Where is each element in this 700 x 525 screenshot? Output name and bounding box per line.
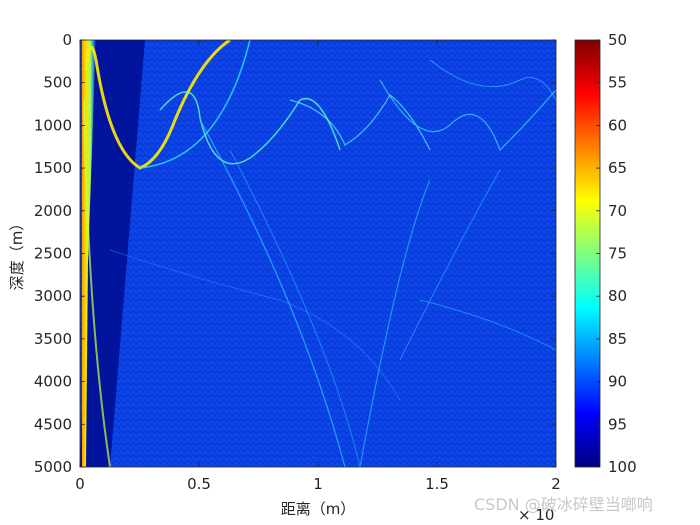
main-ray: [84, 40, 231, 170]
ray-deep-4: [399, 169, 501, 361]
colorbar-tick-label: 100: [608, 458, 637, 476]
colorbar-tick-label: 70: [608, 202, 627, 220]
y-tick-label: 3500: [34, 330, 72, 348]
watermark: CSDN @破冰碎壁当啷响: [474, 495, 653, 514]
x-tick-label: 2: [551, 475, 561, 493]
x-axis-label: 距离（m）: [281, 500, 356, 518]
ray-arc-6: [429, 59, 556, 101]
ray-deep-5: [419, 299, 556, 351]
ray-arc-1: [83, 99, 111, 467]
colorbar-tick-label: 50: [608, 31, 627, 49]
ray-arc-5: [379, 79, 556, 152]
y-tick-label: 1500: [34, 159, 72, 177]
y-tick-label: 2000: [34, 202, 72, 220]
y-tick-label: 2500: [34, 245, 72, 263]
y-tick-label: 0: [62, 31, 72, 49]
y-tick-label: 4000: [34, 373, 72, 391]
ray-arc-2: [139, 40, 251, 169]
y-tick-label: 3000: [34, 287, 72, 305]
x-tick-label: 0: [75, 475, 85, 493]
ray-deep-3: [359, 179, 431, 467]
y-tick-label: 5000: [34, 458, 72, 476]
x-axis-ticks: 0 0.5 1 1.5 2: [75, 40, 561, 493]
colorbar-tick-label: 55: [608, 74, 627, 92]
colorbar-tick-label: 95: [608, 415, 627, 433]
x-tick-label: 1.5: [425, 475, 449, 493]
ray-arc-3: [159, 91, 341, 165]
colorbar-tick-label: 75: [608, 245, 627, 263]
ray-arc-4: [289, 94, 431, 151]
y-tick-label: 1000: [34, 116, 72, 134]
shadow-zone: [80, 40, 145, 467]
colorbar: [575, 40, 600, 467]
x-tick-label: 1: [313, 475, 323, 493]
y-axis-ticks: 0 500 1000 1500 2000 2500 3000 3500 4000 4500 5000: [34, 31, 556, 476]
y-tick-label: 500: [43, 74, 72, 92]
colorbar-tick-label: 80: [608, 287, 627, 305]
colorbar-tick-label: 65: [608, 159, 627, 177]
colorbar-ticks: 50 55 60 65 70 75 80 85 90 95 100: [596, 31, 637, 476]
colorbar-tick-label: 85: [608, 330, 627, 348]
y-tick-label: 4500: [34, 415, 72, 433]
ray-deep-1: [199, 119, 346, 467]
colorbar-tick-label: 60: [608, 116, 627, 134]
y-axis-label: 深度（m）: [8, 216, 26, 291]
colorbar-tick-label: 90: [608, 373, 627, 391]
heatmap-area: [80, 40, 556, 467]
ray-deep-2: [229, 149, 361, 467]
ray-deep-6: [109, 249, 401, 401]
x-exponent-label: × 10: [518, 506, 554, 524]
heatmap-texture: [80, 40, 556, 467]
x-tick-label: 0.5: [187, 475, 211, 493]
